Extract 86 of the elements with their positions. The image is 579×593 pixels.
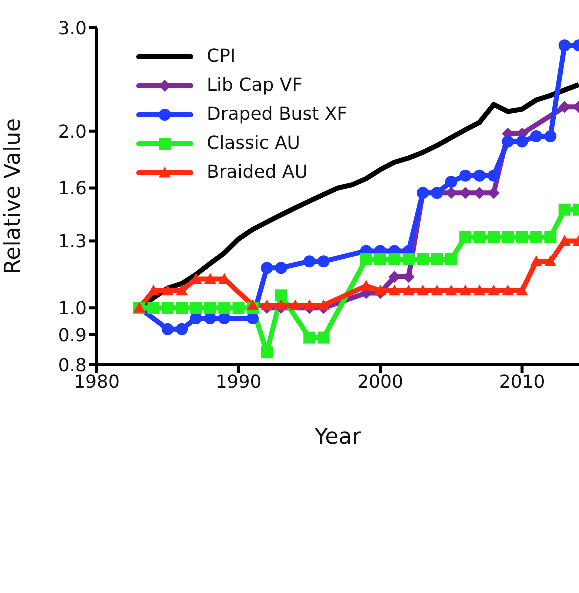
point (162, 284, 174, 296)
point (544, 130, 557, 143)
point (558, 40, 571, 52)
point (460, 284, 472, 296)
point (488, 284, 500, 296)
y-tick-label: 2.0 (58, 122, 87, 143)
point (488, 170, 500, 182)
point (417, 254, 430, 266)
point (417, 284, 430, 296)
point (502, 231, 514, 244)
point (261, 262, 274, 274)
point (474, 170, 486, 182)
legend-label: Draped Bust XF (207, 104, 348, 125)
point (318, 256, 330, 268)
point (204, 302, 216, 314)
point (388, 254, 401, 266)
point (176, 302, 188, 314)
point (402, 284, 415, 296)
point (502, 284, 514, 296)
x-tick-label: 1990 (216, 372, 262, 393)
y-tick-label: 1.0 (58, 298, 87, 320)
point (488, 231, 500, 244)
point (558, 235, 571, 246)
point (544, 231, 557, 244)
point (218, 302, 231, 314)
point (176, 284, 188, 296)
y-tick-label: 1.3 (58, 232, 87, 253)
point (374, 254, 387, 266)
point (460, 170, 472, 182)
point (516, 231, 528, 244)
point (388, 284, 401, 296)
point (474, 231, 486, 244)
point (502, 136, 514, 148)
point (530, 231, 542, 244)
point (232, 302, 245, 314)
legend-label: Classic AU (207, 133, 300, 154)
point (204, 273, 216, 284)
point (176, 323, 188, 336)
x-axis-title: Year (314, 425, 362, 450)
point (162, 302, 174, 314)
point (445, 284, 458, 296)
point (360, 254, 372, 266)
point (304, 332, 316, 344)
y-tick-label: 1.6 (58, 178, 87, 200)
point (304, 256, 316, 268)
point (275, 262, 288, 274)
point (261, 346, 274, 359)
x-tick-label: 1980 (74, 372, 120, 393)
point (162, 323, 174, 336)
point (148, 302, 160, 314)
point (544, 256, 557, 266)
y-axis-title: Relative Value (0, 118, 26, 275)
point (460, 231, 472, 244)
point (445, 176, 458, 188)
point (261, 300, 274, 310)
point (530, 256, 542, 266)
y-tick-label: 3.0 (58, 18, 87, 40)
point (246, 300, 259, 310)
point (558, 204, 571, 216)
point (318, 332, 330, 344)
point (530, 130, 542, 143)
point (289, 300, 302, 310)
point (516, 136, 528, 148)
point (360, 280, 372, 291)
point (445, 254, 458, 266)
point (246, 312, 259, 325)
point (402, 254, 415, 266)
y-tick-label: 0.9 (58, 325, 87, 346)
point (275, 290, 288, 302)
point (516, 284, 528, 296)
x-tick-label: 2010 (499, 372, 546, 393)
point (190, 312, 202, 325)
point (431, 284, 444, 296)
point (374, 284, 387, 296)
legend-label: CPI (207, 46, 236, 67)
legend-label: Lib Cap VF (207, 75, 303, 96)
point (474, 284, 486, 296)
point (218, 312, 231, 325)
point (190, 302, 202, 314)
point (431, 254, 444, 266)
point (318, 300, 330, 310)
point (275, 300, 288, 310)
point (304, 300, 316, 310)
legend-label: Braided AU (207, 162, 308, 183)
x-tick-label: 2000 (358, 372, 404, 393)
point (204, 312, 216, 325)
